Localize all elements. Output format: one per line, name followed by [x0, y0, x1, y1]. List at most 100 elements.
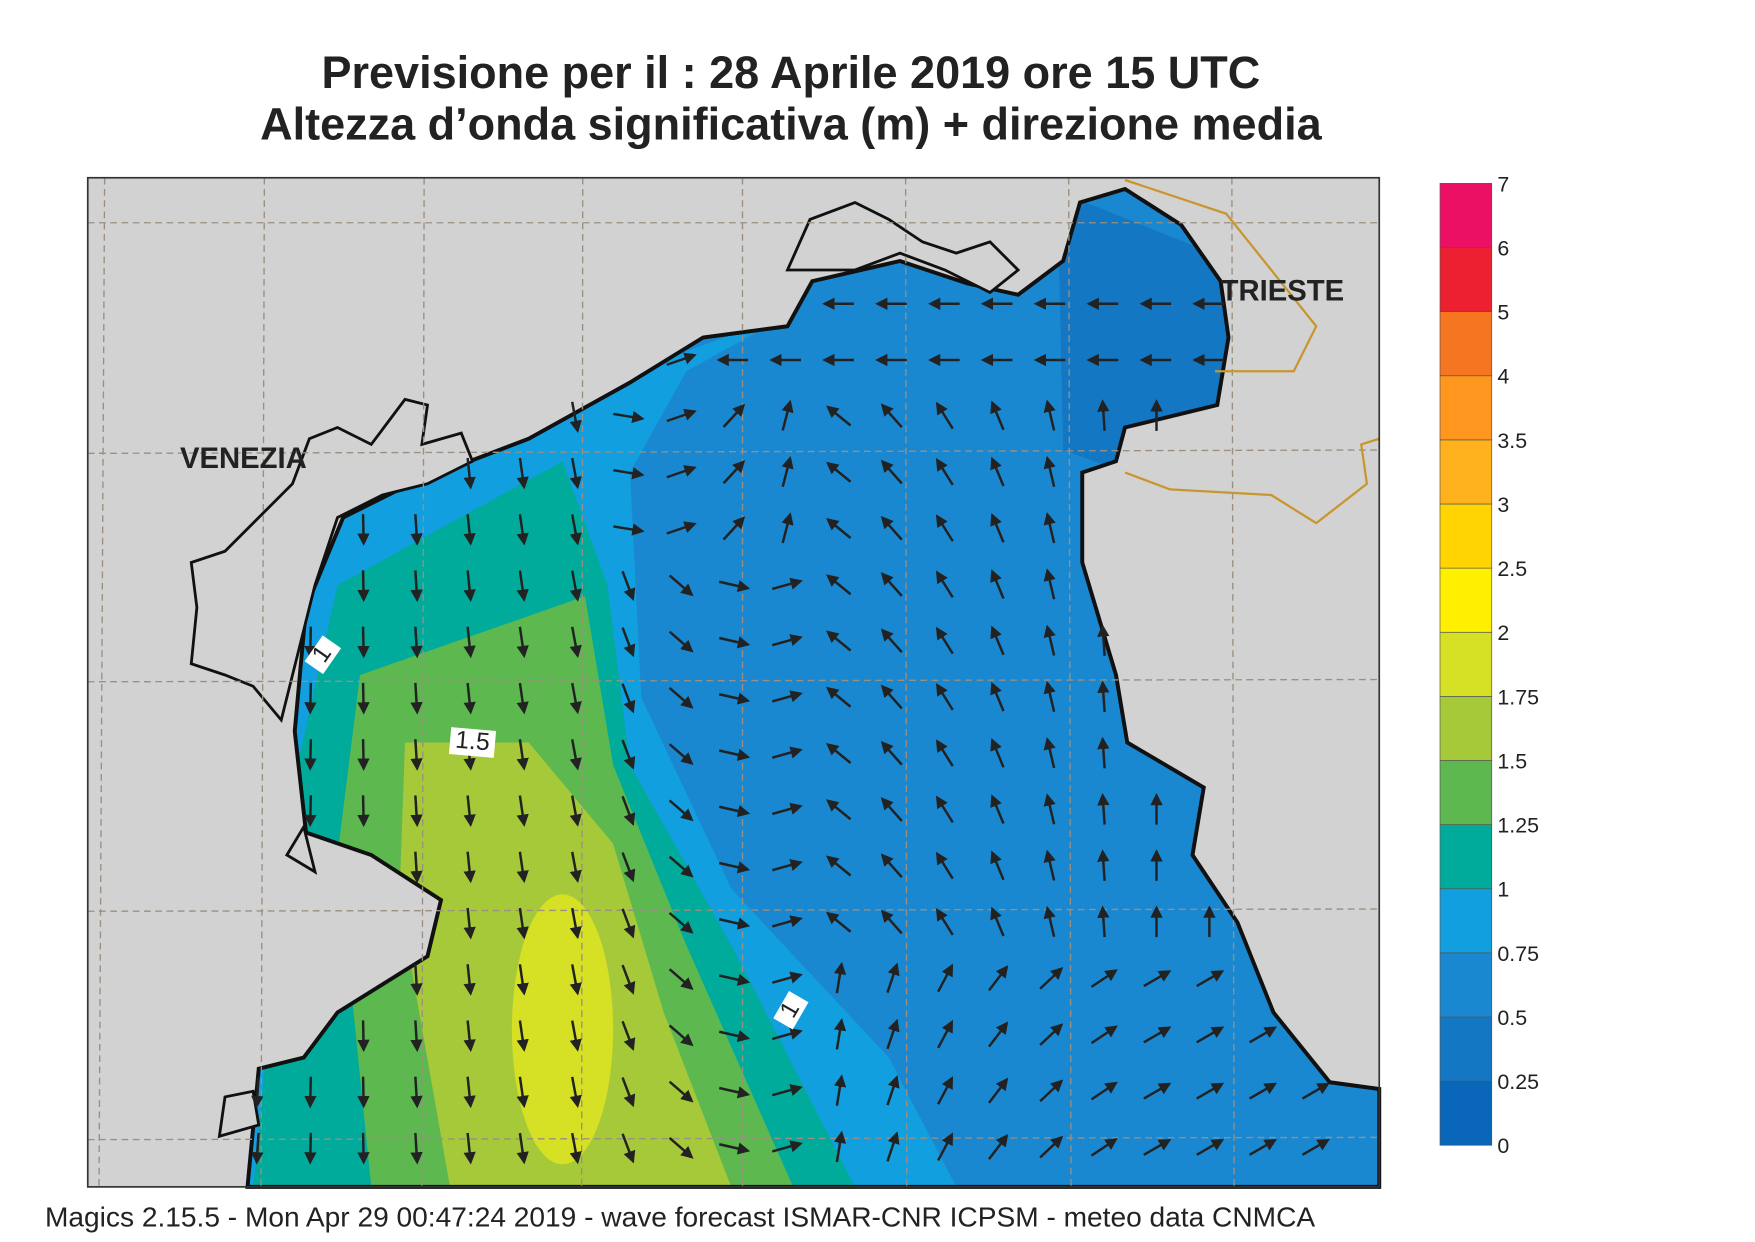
- arrow: [990, 625, 1005, 656]
- colorbar-label: 3.5: [1497, 429, 1527, 453]
- arrow: [880, 403, 903, 429]
- colorbar-segment: [1439, 952, 1493, 1018]
- arrow: [569, 964, 582, 996]
- arrow: [1097, 399, 1110, 431]
- wave-zones: [247, 191, 1232, 1187]
- arrow: [666, 465, 697, 479]
- arrow: [718, 973, 751, 986]
- arrow: [825, 630, 852, 652]
- arrow: [880, 740, 903, 766]
- colorbar-label: 1.75: [1497, 685, 1539, 709]
- arrow: [668, 1024, 694, 1047]
- arrow: [1301, 1082, 1330, 1100]
- arrow: [516, 570, 529, 602]
- arrow: [463, 626, 476, 659]
- arrow: [410, 626, 423, 659]
- arrow: [304, 795, 317, 828]
- arrow: [825, 799, 852, 821]
- arrow: [1039, 1079, 1064, 1103]
- arrow: [463, 1076, 476, 1109]
- place-label: VENEZIA: [180, 443, 307, 475]
- arrow: [880, 515, 903, 541]
- arrow: [463, 851, 476, 884]
- arrow: [1248, 1082, 1278, 1100]
- arrow: [1043, 680, 1056, 713]
- arrow: [569, 907, 582, 940]
- colorbar-label: 7: [1497, 172, 1509, 196]
- arrow: [833, 961, 847, 994]
- colorbar-segment: [1439, 311, 1493, 377]
- colorbar-label: 4: [1497, 365, 1509, 389]
- arrow: [410, 514, 423, 546]
- arrow: [621, 1020, 636, 1051]
- arrow: [251, 1132, 264, 1165]
- arrow: [718, 692, 751, 705]
- arrow: [1196, 970, 1225, 988]
- arrow: [1039, 967, 1064, 990]
- arrow: [621, 739, 636, 770]
- arrow: [357, 570, 370, 603]
- arrow: [516, 682, 529, 715]
- arrow: [990, 456, 1005, 487]
- colorbar-segment: [1439, 1080, 1493, 1146]
- arrow: [722, 459, 746, 485]
- arrow: [771, 690, 803, 703]
- colorbar-segment: [1439, 1016, 1493, 1082]
- arrow: [304, 1076, 317, 1109]
- arrow: [1090, 1137, 1118, 1157]
- arrow: [1097, 624, 1110, 656]
- arrow: [569, 795, 582, 827]
- arrow: [990, 850, 1005, 881]
- arrow: [1143, 1026, 1172, 1044]
- arrow: [666, 352, 697, 366]
- arrow: [718, 1142, 751, 1155]
- arrow: [1248, 1026, 1278, 1044]
- arrow: [621, 852, 636, 883]
- arrow: [1248, 1138, 1278, 1156]
- arrow: [613, 523, 645, 536]
- arrow: [771, 915, 803, 928]
- arrow: [935, 570, 954, 599]
- arrow: [886, 962, 900, 994]
- arrow: [357, 514, 370, 546]
- arrow: [410, 1076, 423, 1109]
- arrow: [463, 682, 476, 715]
- arrow: [569, 401, 582, 434]
- arrow: [1043, 399, 1056, 431]
- arrow: [1196, 1026, 1225, 1044]
- arrow: [880, 628, 903, 654]
- arrow: [516, 1020, 529, 1052]
- arrow: [357, 739, 370, 771]
- arrow: [357, 1020, 370, 1053]
- arrow: [463, 570, 476, 603]
- arrow: [569, 1020, 582, 1052]
- arrow: [357, 1132, 370, 1165]
- arrow: [990, 681, 1005, 712]
- arrow: [357, 795, 370, 828]
- arrow: [516, 514, 529, 546]
- arrow: [935, 682, 954, 711]
- arrow: [569, 851, 582, 884]
- arrow: [1090, 969, 1118, 988]
- label-box: [448, 727, 497, 758]
- arrow: [621, 795, 636, 826]
- arrow: [990, 512, 1005, 543]
- arrow: [771, 971, 803, 984]
- arrow: [410, 964, 423, 996]
- arrow: [935, 851, 954, 880]
- arrow: [886, 1131, 900, 1162]
- subtitle: Altezza d’onda significativa (m) + direz…: [260, 99, 1322, 150]
- arrow: [668, 743, 694, 765]
- label-box: [773, 990, 809, 1030]
- arrow: [722, 516, 746, 541]
- arrow: [718, 1086, 751, 1099]
- arrow: [937, 1132, 954, 1161]
- arrow: [988, 1077, 1009, 1104]
- arrow: [718, 917, 751, 930]
- arrow: [1143, 970, 1172, 988]
- arrow: [463, 1132, 476, 1165]
- colorbar-segment: [1439, 631, 1493, 697]
- arrow: [668, 574, 694, 597]
- arrow: [516, 739, 529, 771]
